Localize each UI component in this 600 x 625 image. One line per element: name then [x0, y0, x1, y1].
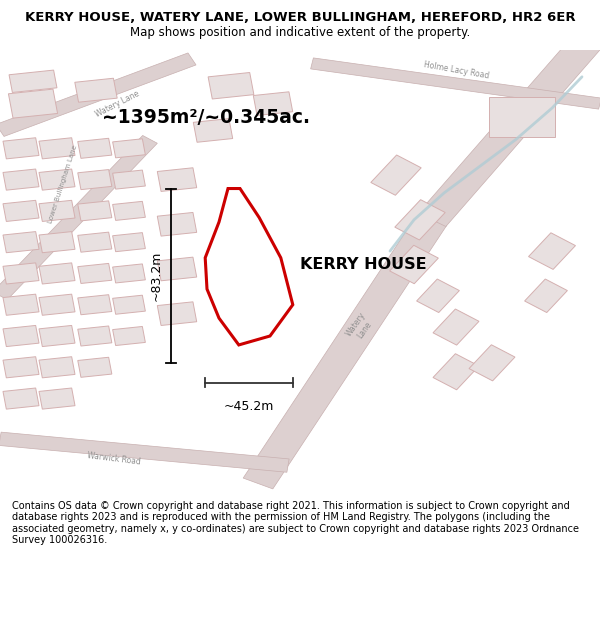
Polygon shape [113, 139, 145, 158]
Polygon shape [78, 263, 112, 284]
Polygon shape [113, 170, 145, 189]
Polygon shape [193, 119, 233, 142]
Polygon shape [0, 53, 196, 136]
Polygon shape [3, 357, 39, 378]
Polygon shape [3, 232, 39, 253]
Polygon shape [113, 326, 145, 346]
Polygon shape [3, 263, 39, 284]
Polygon shape [3, 326, 39, 346]
Polygon shape [39, 232, 75, 253]
Polygon shape [39, 294, 75, 315]
Text: Lower Bullingham Lane: Lower Bullingham Lane [47, 144, 79, 224]
Polygon shape [395, 199, 445, 240]
Polygon shape [113, 264, 145, 283]
Text: Watery
Lane: Watery Lane [344, 311, 376, 344]
Polygon shape [243, 214, 447, 489]
Polygon shape [0, 432, 289, 472]
Polygon shape [78, 138, 112, 158]
Polygon shape [157, 213, 197, 236]
Polygon shape [3, 201, 39, 221]
Polygon shape [416, 279, 460, 312]
Polygon shape [39, 263, 75, 284]
Polygon shape [157, 168, 197, 191]
Polygon shape [389, 245, 439, 284]
Polygon shape [39, 326, 75, 346]
Polygon shape [433, 309, 479, 345]
Text: KERRY HOUSE, WATERY LANE, LOWER BULLINGHAM, HEREFORD, HR2 6ER: KERRY HOUSE, WATERY LANE, LOWER BULLINGH… [25, 11, 575, 24]
Polygon shape [433, 354, 479, 390]
Text: Watery Lane: Watery Lane [94, 89, 140, 119]
Polygon shape [113, 232, 145, 252]
Polygon shape [8, 89, 58, 118]
Polygon shape [0, 136, 157, 299]
Polygon shape [78, 357, 112, 377]
Polygon shape [3, 138, 39, 159]
Polygon shape [39, 169, 75, 190]
Polygon shape [78, 295, 112, 315]
Polygon shape [78, 232, 112, 252]
Polygon shape [113, 295, 145, 314]
Polygon shape [9, 70, 57, 92]
Polygon shape [39, 201, 75, 221]
Text: ~1395m²/~0.345ac.: ~1395m²/~0.345ac. [102, 107, 310, 126]
Polygon shape [311, 58, 600, 109]
Text: KERRY HOUSE: KERRY HOUSE [300, 257, 427, 272]
Polygon shape [78, 169, 112, 189]
Polygon shape [3, 388, 39, 409]
Polygon shape [489, 97, 555, 137]
Text: Map shows position and indicative extent of the property.: Map shows position and indicative extent… [130, 26, 470, 39]
Polygon shape [39, 388, 75, 409]
Polygon shape [205, 189, 293, 345]
Polygon shape [39, 357, 75, 378]
Text: Warwick Road: Warwick Road [87, 451, 141, 467]
Polygon shape [75, 78, 117, 102]
Polygon shape [529, 232, 575, 269]
Polygon shape [253, 92, 293, 116]
Polygon shape [208, 72, 254, 99]
Polygon shape [157, 257, 197, 281]
Polygon shape [39, 138, 75, 159]
Polygon shape [157, 302, 197, 326]
Polygon shape [524, 279, 568, 312]
Polygon shape [78, 326, 112, 346]
Polygon shape [3, 294, 39, 315]
Polygon shape [78, 201, 112, 221]
Text: Contains OS data © Crown copyright and database right 2021. This information is : Contains OS data © Crown copyright and d… [12, 501, 579, 546]
Polygon shape [3, 169, 39, 190]
Polygon shape [371, 155, 421, 195]
Text: Holme Lacy Road: Holme Lacy Road [422, 60, 490, 80]
Polygon shape [469, 345, 515, 381]
Text: ~45.2m: ~45.2m [224, 400, 274, 413]
Polygon shape [113, 201, 145, 221]
Polygon shape [418, 34, 600, 226]
Text: ~83.2m: ~83.2m [149, 251, 163, 301]
